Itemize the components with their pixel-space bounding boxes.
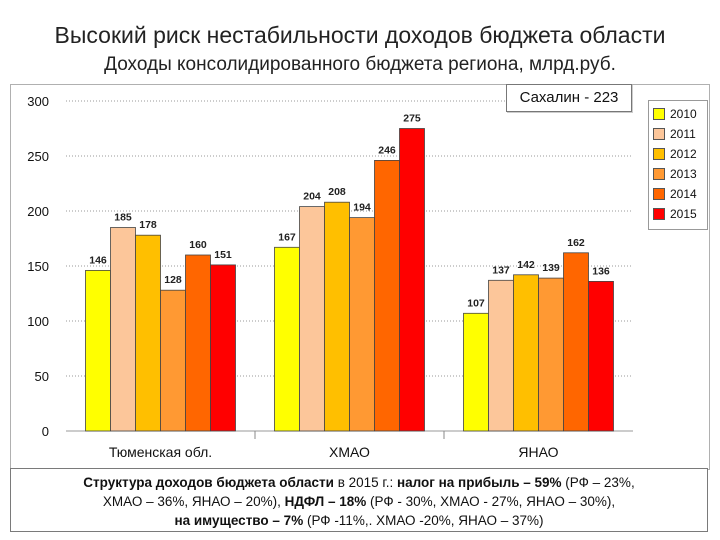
- data-label: 167: [278, 231, 296, 243]
- bar: [210, 264, 236, 432]
- legend-swatch: [653, 168, 665, 180]
- note-line-1-c: налог на прибыль – 59%: [396, 475, 562, 490]
- bar: [563, 252, 589, 432]
- legend-swatch: [653, 208, 665, 220]
- legend-swatch: [653, 148, 665, 160]
- legend-item: 2011: [653, 127, 696, 141]
- x-tick-label: ЯНАО: [518, 444, 558, 460]
- bar: [135, 234, 161, 432]
- y-tick-label: 250: [27, 149, 49, 164]
- legend-label: 2010: [670, 107, 697, 121]
- bar: [85, 269, 111, 432]
- note-line-3-a: на имущество – 7%: [174, 513, 304, 528]
- bar: [160, 289, 186, 432]
- data-label: 137: [492, 264, 510, 276]
- legend-label: 2015: [670, 207, 697, 221]
- slide-subtitle: Доходы консолидированного бюджета регион…: [104, 54, 616, 75]
- x-tick-label: ХМАО: [329, 444, 370, 460]
- legend-swatch: [653, 188, 665, 200]
- legend-swatch: [653, 108, 665, 120]
- legend-item: 2015: [653, 207, 697, 221]
- data-label: 142: [517, 259, 535, 271]
- bar: [299, 206, 325, 432]
- legend-item: 2012: [653, 147, 697, 161]
- note-line-2: ХМАО – 36%, ЯНАО – 20%), НДФЛ – 18% (РФ …: [11, 492, 707, 511]
- slide-title: Высокий риск нестабильности доходов бюдж…: [54, 22, 666, 48]
- data-label: 136: [592, 265, 610, 277]
- chart-area: 0 50 100 150 200 250 300 146 185 178 128 160 151 Тюме…: [10, 84, 710, 470]
- bar: [399, 128, 425, 432]
- data-label: 275: [403, 113, 421, 125]
- legend-label: 2014: [670, 187, 697, 201]
- note-line-2-a: ХМАО – 36%, ЯНАО – 20%),: [102, 494, 285, 509]
- bar: [324, 201, 350, 432]
- bar: [488, 279, 514, 432]
- y-tick-label: 300: [27, 94, 49, 109]
- data-label: 151: [214, 249, 232, 261]
- data-label: 160: [189, 239, 207, 251]
- data-label: 139: [542, 262, 560, 274]
- bar: [349, 217, 375, 432]
- y-tick-label: 200: [27, 204, 49, 219]
- bar: [463, 312, 489, 432]
- bar-chart: 0 50 100 150 200 250 300 146 185 178 128 160 151 Тюме…: [27, 94, 633, 460]
- data-label: 204: [303, 191, 321, 203]
- legend-label: 2013: [670, 167, 697, 181]
- bar: [185, 254, 211, 432]
- data-label: 208: [328, 186, 346, 198]
- note-line-1-b: в 2015 г.:: [333, 475, 397, 490]
- data-label: 162: [567, 237, 585, 249]
- y-tick-label: 50: [35, 369, 49, 384]
- data-label: 194: [353, 202, 371, 214]
- bar: [588, 280, 614, 432]
- y-tick-label: 100: [27, 314, 49, 329]
- legend-label: 2012: [670, 147, 697, 161]
- bar: [110, 227, 136, 432]
- data-label: 178: [139, 219, 157, 231]
- note-line-2-c: (РФ - 30%, ХМАО - 27%, ЯНАО – 30%),: [366, 494, 616, 509]
- legend-label: 2011: [670, 127, 696, 141]
- bar: [374, 160, 400, 432]
- note-line-3-b: (РФ -11%,. ХМАО -20%, ЯНАО – 37%): [303, 513, 544, 528]
- legend-item: 2013: [653, 167, 697, 181]
- legend-item: 2010: [653, 107, 697, 121]
- data-label: 128: [164, 274, 182, 286]
- legend-item: 2014: [653, 187, 697, 201]
- note-line-1: Структура доходов бюджета области в 2015…: [11, 473, 707, 492]
- data-label: 185: [114, 212, 132, 224]
- chart-legend: 2010 2011 2012 2013 2014 2015: [648, 100, 708, 230]
- budget-structure-note: Структура доходов бюджета области в 2015…: [10, 468, 708, 532]
- sakhalin-callout: Сахалин - 223: [506, 84, 632, 112]
- legend-swatch: [653, 128, 665, 140]
- bar: [513, 274, 539, 432]
- y-tick-label: 150: [27, 259, 49, 274]
- note-line-3: на имущество – 7% (РФ -11%,. ХМАО -20%, …: [11, 511, 707, 530]
- note-line-2-b: НДФЛ – 18%: [284, 494, 367, 509]
- bar: [538, 277, 564, 432]
- x-tick-label: Тюменская обл.: [109, 444, 212, 460]
- data-label: 146: [89, 254, 107, 266]
- data-label: 107: [467, 297, 485, 309]
- note-line-1-d: (РФ – 23%,: [561, 475, 635, 490]
- note-line-1-a: Структура доходов бюджета области: [83, 475, 334, 490]
- data-label: 246: [378, 144, 396, 156]
- bar: [274, 246, 300, 432]
- y-tick-label: 0: [42, 424, 49, 439]
